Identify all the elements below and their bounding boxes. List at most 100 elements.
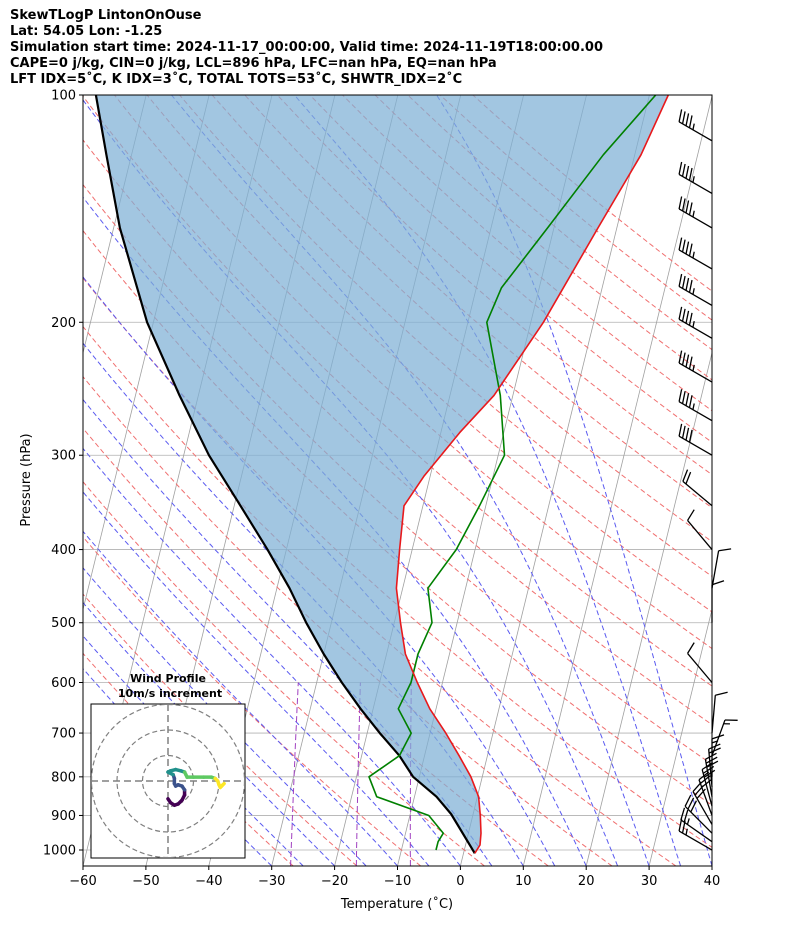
x-tick-label: −20 [321,874,348,889]
wind-barb [708,743,721,787]
wind-barb [678,237,713,270]
barb-flag [708,747,721,754]
isotherm-line [0,95,20,866]
wind-barb [680,807,713,843]
cin-area [95,95,669,854]
x-tick-label: −10 [384,874,411,889]
x-tick-label: −60 [69,874,96,889]
barb-flag [718,548,732,552]
barb-half-flag [692,251,695,259]
dry-adiabat [342,95,712,412]
barb-shaft [701,769,713,807]
temperature-line [395,95,670,854]
barb-flag [678,237,683,251]
y-tick-label: 800 [51,770,76,785]
barb-flag [681,198,686,212]
barb-shaft [698,779,713,816]
barb-flag [688,202,693,216]
moist-adiabat [294,95,681,866]
barb-flag [708,743,721,750]
y-tick-label: 700 [51,727,76,742]
y-tick-label: 900 [51,809,76,824]
dry-adiabat [83,480,485,866]
barb-shaft [711,695,716,734]
barb-flag [678,161,683,175]
barb-shaft [678,435,713,456]
profile-lines [94,95,670,854]
wind-barb [701,762,716,807]
x-tick-label: 40 [704,874,721,889]
mixing-ratio-line [355,682,361,866]
barb-flag [685,310,690,324]
y-axis-label: Pressure (hPa) [19,433,34,526]
barb-shaft [692,791,713,825]
wind-barb [678,423,713,456]
barb-flag [681,239,686,253]
axis-ticks: −60 −50 −40 −30 −20 −10 0 10 20 30 40 100 200 300 400 5… [43,89,720,890]
wind-barb [678,109,713,142]
x-tick-label: 20 [578,874,595,889]
indices-line: LFT IDX=5˚C, K IDX=3˚C, TOTAL TOTS=53˚C,… [10,72,463,87]
isotherm-line [648,607,712,866]
barb-flag [685,427,690,441]
y-tick-label: 100 [51,89,76,104]
mixing-ratio-line [290,682,299,866]
moist-adiabat [83,447,461,866]
dry-adiabat [309,95,712,443]
barb-half-flag [692,320,695,328]
barb-flag [681,111,686,124]
x-tick-label: −50 [132,874,159,889]
moist-adiabat [83,601,335,866]
isotherm-line [83,95,147,355]
barb-shaft [711,719,726,756]
barb-half-flag [692,403,695,410]
dry-adiabat [83,427,549,866]
chart-header: SkewTLogP LintonOnOuse Lat: 54.05 Lon: -… [10,8,790,88]
cape-cin-fill [95,95,669,854]
wind-barb [678,389,713,422]
wind-barb [711,580,725,623]
dry-adiabat [83,325,677,866]
x-tick-label: 10 [515,874,532,889]
barb-flag [701,778,713,788]
barb-shaft [678,362,713,383]
barb-flag [715,691,728,696]
barb-flag [685,165,690,179]
barb-shaft [687,652,713,683]
barb-flag [680,807,686,821]
x-tick-label: −40 [195,874,222,889]
hodograph-ring [91,704,245,858]
isotherm-line [775,95,794,866]
moist-adiabat [83,635,304,866]
barb-flag [688,167,693,181]
barb-shaft [678,208,713,229]
barb-flag [678,423,683,437]
barb-half-flag [685,828,688,836]
barb-shaft [678,249,713,270]
wind-barb [711,548,732,589]
barb-flag [682,469,689,482]
barb-half-flag [692,176,695,183]
barb-flag [681,352,686,366]
barb-shaft [687,520,713,550]
y-tick-label: 300 [51,449,76,464]
chart-title: SkewTLogP LintonOnOuse [10,8,202,23]
barb-shaft [678,173,713,194]
wind-barb [678,196,713,229]
dewpoint-line [368,95,657,851]
barb-shaft [704,759,713,797]
isotherm-line [460,95,650,866]
parcel-line [94,95,476,854]
hodograph-inset: Wind Profile 10m/s increment [90,672,246,859]
wind-barb [711,691,728,734]
barb-flag [681,275,686,289]
barb-flag [685,200,690,214]
barb-shaft [678,318,713,339]
x-tick-label: 30 [641,874,658,889]
isotherm-line [522,95,712,866]
barb-flag [685,241,690,255]
wind-barb [687,642,713,683]
wind-barb [678,273,713,307]
wind-barb [678,818,713,851]
isotherm-line [711,864,712,866]
